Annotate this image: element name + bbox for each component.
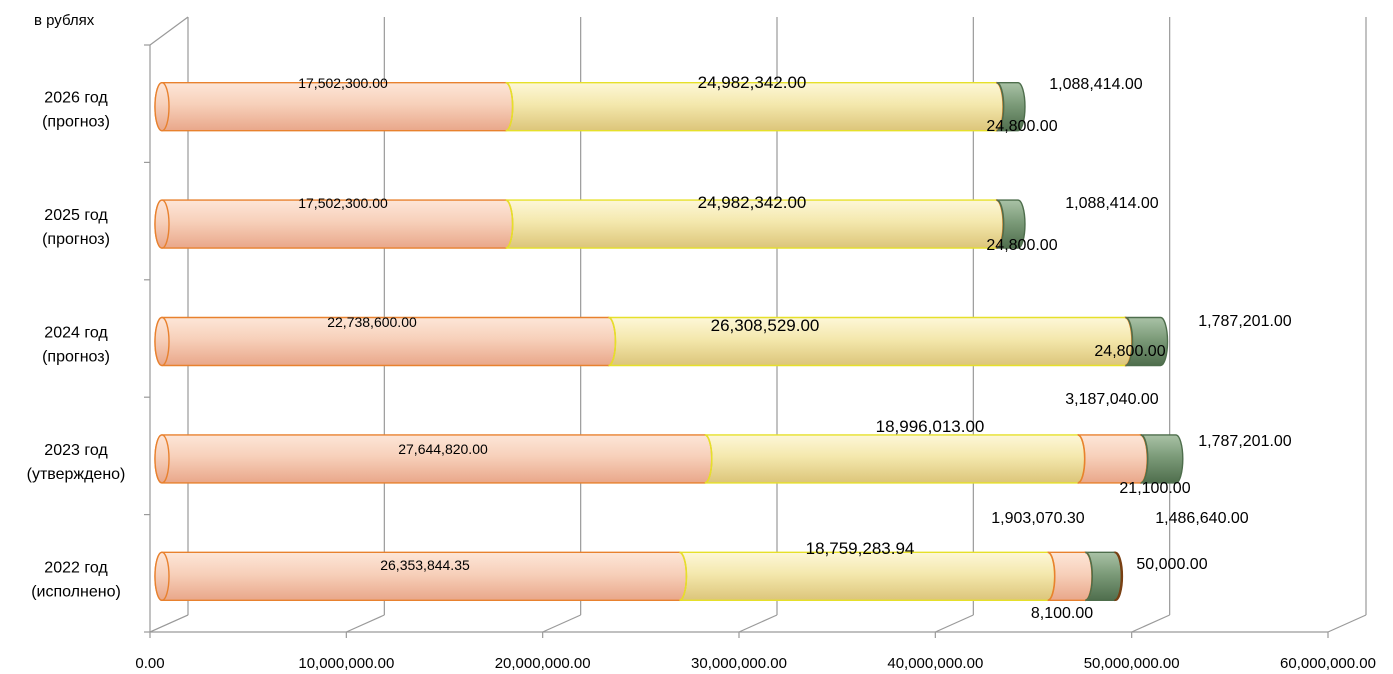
data-label: 1,903,070.30 [991, 510, 1085, 527]
floor-gridline [1328, 615, 1366, 632]
bar-left-cap [155, 318, 169, 366]
category-label: (утверждено) [27, 466, 126, 483]
bar-group [155, 552, 1122, 600]
bar-group [155, 318, 1168, 366]
floor-gridline [346, 615, 384, 632]
floor-gridline [150, 615, 188, 632]
floor-gridline [739, 615, 777, 632]
bar-group [155, 435, 1183, 483]
bar-segment [672, 552, 1054, 600]
floor-gridline [935, 615, 973, 632]
data-label: 1,088,414.00 [1049, 76, 1143, 93]
bar-segment [601, 318, 1132, 366]
bar-left-cap [155, 83, 169, 131]
data-label: 24,982,342.00 [698, 193, 807, 212]
floor-gridline [543, 615, 581, 632]
x-tick-label: 0.00 [135, 655, 164, 672]
bar-group [155, 200, 1025, 248]
unit-label: в рублях [34, 12, 95, 29]
x-tick-label: 50,000,000.00 [1084, 655, 1180, 672]
data-label: 24,800.00 [986, 237, 1057, 254]
floor-gridline [1132, 615, 1170, 632]
x-tick-label: 10,000,000.00 [298, 655, 394, 672]
category-label: (прогноз) [42, 114, 110, 131]
bar-left-cap [155, 200, 169, 248]
data-label: 24,982,342.00 [698, 73, 807, 92]
bar-left-cap [155, 435, 169, 483]
data-label: 17,502,300.00 [298, 195, 388, 211]
category-label: 2025 год [44, 207, 108, 224]
category-label: 2023 год [44, 442, 108, 459]
data-label: 24,800.00 [1094, 343, 1165, 360]
data-label: 17,502,300.00 [298, 75, 388, 91]
data-label: 50,000.00 [1136, 556, 1207, 573]
data-label: 26,353,844.35 [380, 557, 470, 573]
x-tick-label: 60,000,000.00 [1280, 655, 1376, 672]
category-label: 2024 год [44, 325, 108, 342]
data-label: 8,100.00 [1031, 605, 1093, 622]
x-tick-label: 20,000,000.00 [495, 655, 591, 672]
category-label: 2022 год [44, 559, 108, 576]
side-wall-top-edge [150, 17, 188, 45]
data-label: 1,486,640.00 [1155, 510, 1249, 527]
data-label: 1,088,414.00 [1065, 195, 1159, 212]
data-label: 26,308,529.00 [711, 316, 820, 335]
data-label: 3,187,040.00 [1065, 391, 1159, 408]
data-label: 24,800.00 [986, 118, 1057, 135]
category-label: 2026 год [44, 90, 108, 107]
bar-segment [698, 435, 1085, 483]
category-label: (прогноз) [42, 349, 110, 366]
data-label: 18,759,283.94 [806, 539, 915, 558]
data-label: 18,996,013.00 [876, 417, 985, 436]
category-label: (исполнено) [31, 583, 121, 600]
data-label: 1,787,201.00 [1198, 433, 1292, 450]
data-label: 27,644,820.00 [398, 441, 488, 457]
data-label: 1,787,201.00 [1198, 313, 1292, 330]
category-label: (прогноз) [42, 231, 110, 248]
bar-group [155, 83, 1025, 131]
x-tick-label: 30,000,000.00 [691, 655, 787, 672]
bar-left-cap [155, 552, 169, 600]
data-label: 21,100.00 [1119, 480, 1190, 497]
x-tick-label: 40,000,000.00 [887, 655, 983, 672]
data-label: 22,738,600.00 [327, 314, 417, 330]
